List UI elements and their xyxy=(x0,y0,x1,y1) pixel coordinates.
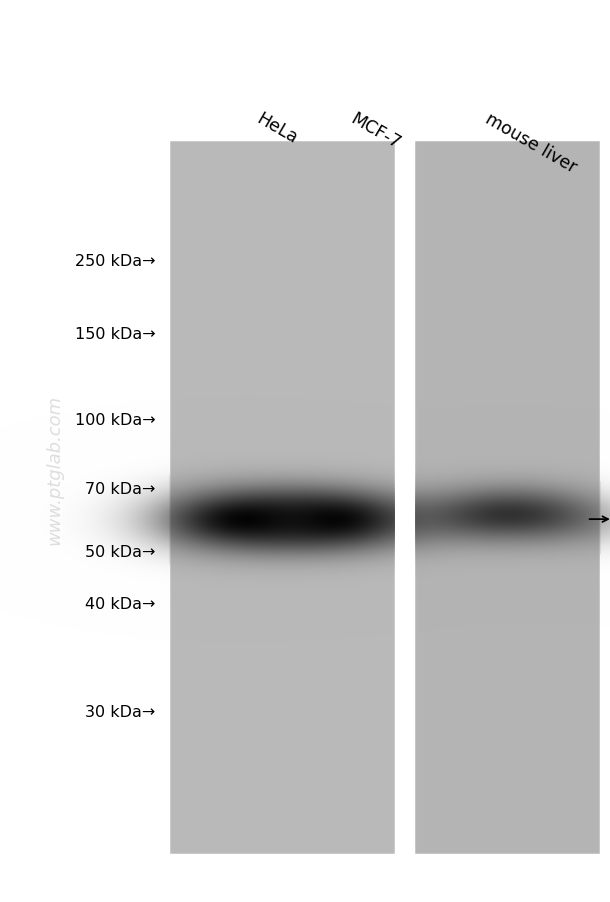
Text: www.ptglab.com: www.ptglab.com xyxy=(46,394,64,544)
Text: MCF-7: MCF-7 xyxy=(348,109,404,152)
Text: HeLa: HeLa xyxy=(253,109,301,147)
Text: 50 kDa→: 50 kDa→ xyxy=(85,545,156,559)
Text: 40 kDa→: 40 kDa→ xyxy=(85,596,156,611)
Text: 250 kDa→: 250 kDa→ xyxy=(75,254,156,269)
Text: 70 kDa→: 70 kDa→ xyxy=(85,482,156,497)
Text: 150 kDa→: 150 kDa→ xyxy=(75,327,156,342)
Text: mouse liver: mouse liver xyxy=(482,109,580,176)
Text: 30 kDa→: 30 kDa→ xyxy=(85,704,156,719)
Text: 100 kDa→: 100 kDa→ xyxy=(75,412,156,427)
